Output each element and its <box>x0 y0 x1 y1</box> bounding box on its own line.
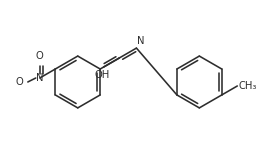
Text: O: O <box>36 51 44 61</box>
Text: O: O <box>15 77 23 87</box>
Text: N: N <box>36 73 44 83</box>
Text: OH: OH <box>94 70 109 80</box>
Text: N: N <box>138 36 145 46</box>
Text: CH₃: CH₃ <box>238 81 257 91</box>
